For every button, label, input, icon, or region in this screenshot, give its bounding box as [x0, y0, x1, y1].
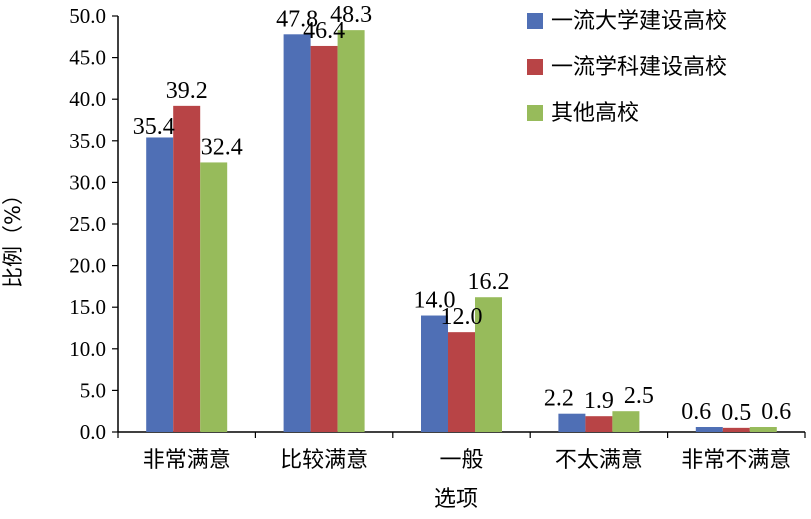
bar	[722, 427, 750, 432]
data-label: 0.6	[761, 399, 791, 425]
x-category-label: 非常满意	[143, 448, 231, 473]
x-axis-label: 选项	[434, 487, 478, 512]
data-label: 39.2	[166, 78, 208, 104]
bar	[146, 137, 174, 433]
bar	[612, 411, 640, 432]
bar	[310, 45, 338, 433]
data-label: 35.4	[133, 114, 175, 140]
legend-label: 其他高校	[551, 101, 639, 126]
bar	[558, 413, 586, 432]
data-label: 2.2	[544, 386, 574, 412]
legend-label: 一流大学建设高校	[551, 9, 727, 34]
y-tick-label: 40.0	[69, 87, 106, 111]
bar	[283, 34, 311, 432]
x-category-label: 非常不满意	[681, 448, 791, 473]
y-tick-label: 20.0	[69, 254, 106, 278]
bar	[173, 105, 201, 432]
data-label: 14.0	[414, 288, 456, 314]
bar	[475, 297, 502, 432]
y-tick-label: 5.0	[80, 378, 106, 402]
y-axis-label: 比例（%）	[1, 184, 25, 288]
bar	[337, 30, 365, 432]
bar	[585, 416, 613, 432]
data-label: 48.3	[330, 2, 372, 28]
y-tick-label: 25.0	[69, 212, 106, 236]
x-axis-categories: 非常满意 比较满意 一般 不太满意 非常不满意	[143, 448, 792, 473]
y-tick-label: 35.0	[69, 129, 106, 153]
data-label: 46.4	[303, 18, 345, 44]
data-label: 32.4	[201, 134, 243, 160]
data-label: 2.5	[624, 383, 654, 409]
x-category-label: 一般	[439, 448, 483, 473]
bars	[146, 30, 777, 433]
data-label: 0.5	[721, 400, 751, 426]
data-label: 47.8	[276, 6, 318, 32]
y-tick-label: 30.0	[69, 170, 106, 194]
x-category-label: 比较满意	[280, 448, 368, 473]
data-label: 16.2	[468, 269, 510, 295]
x-category-label: 不太满意	[555, 448, 643, 473]
y-axis-ticks: 0.0 5.0 10.0 15.0 20.0 25.0 30.0 35.0 40.0 45.0 50…	[69, 4, 118, 444]
bar	[421, 315, 448, 432]
legend-swatch	[527, 105, 543, 121]
legend-swatch	[527, 13, 543, 29]
legend-label: 一流学科建设高校	[551, 55, 727, 80]
y-tick-label: 0.0	[80, 420, 106, 444]
y-tick-label: 10.0	[69, 337, 106, 361]
data-labels: 35.4 39.2 32.4 47.846.448.3 14.012.0 16.2 2.2 1…	[133, 2, 792, 426]
y-tick-label: 45.0	[69, 46, 106, 70]
y-tick-label: 15.0	[69, 295, 106, 319]
legend-swatch	[527, 59, 543, 75]
bar	[200, 162, 228, 432]
y-tick-label: 50.0	[69, 4, 106, 28]
data-label: 1.9	[584, 388, 614, 414]
data-label: 12.0	[441, 304, 483, 330]
bar	[448, 332, 475, 432]
data-label: 0.6	[681, 399, 711, 425]
bar	[749, 427, 777, 432]
bar	[695, 427, 723, 432]
